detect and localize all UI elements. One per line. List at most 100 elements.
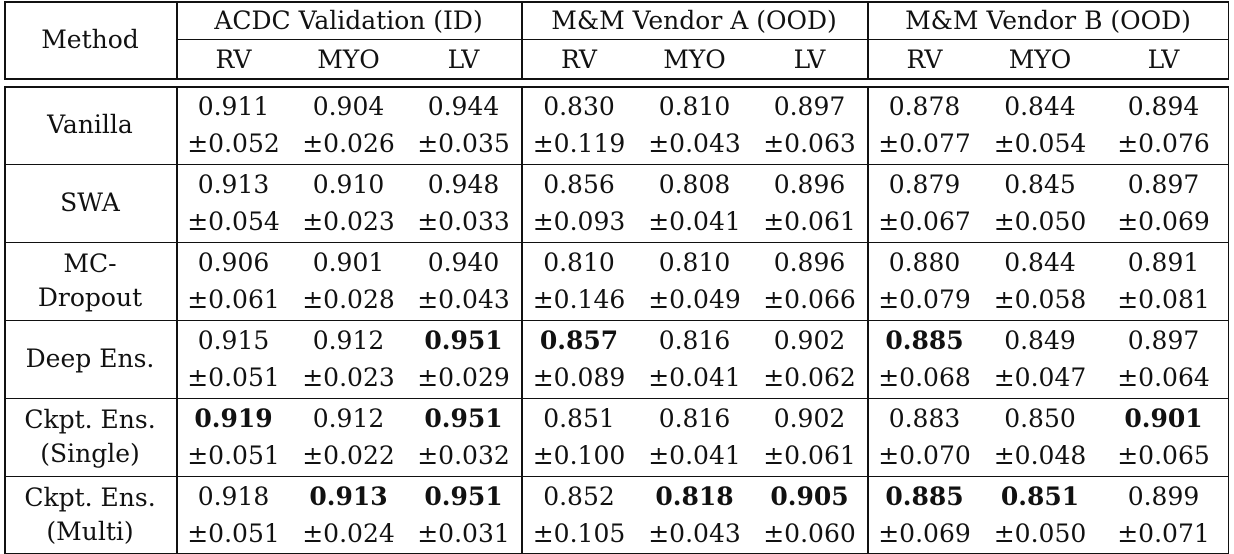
method-header: Method [41,25,139,54]
score-mean: 0.810 [543,248,615,277]
method-name: Ckpt. Ens. (Single) [4,398,176,476]
score-std: ±0.077 [878,129,971,158]
score-mean: 0.885 [885,482,964,511]
score-mean: 0.944 [427,92,500,121]
score-std: ±0.081 [1117,285,1210,314]
score-mean: 0.897 [1127,170,1200,199]
score-mean: 0.940 [427,248,500,277]
score-std: ±0.041 [648,441,741,470]
rule-vertical [521,86,523,554]
score-mean: 0.844 [1004,248,1076,277]
rule-bottom [4,552,1229,554]
score-std: ±0.050 [993,207,1087,236]
column-header: RV [215,44,252,74]
rule-vertical [1227,1,1229,78]
score-mean: 0.912 [312,404,385,433]
method-name-line: MC- [63,248,117,278]
score-std: ±0.061 [763,207,856,236]
group-header: ACDC Validation (ID) [214,5,483,35]
score-mean: 0.915 [197,326,270,355]
score-mean: 0.951 [424,404,503,433]
score-std: ±0.035 [417,129,510,158]
score-mean: 0.850 [1004,404,1076,433]
score-std: ±0.089 [532,363,626,392]
rule-vertical [1227,86,1229,554]
score-mean: 0.816 [658,326,731,355]
score-mean: 0.880 [888,248,961,277]
score-std: ±0.032 [417,441,510,470]
score-std: ±0.067 [878,207,971,236]
method-name: Ckpt. Ens. (Multi) [4,476,176,554]
score-mean: 0.951 [424,326,503,355]
score-std: ±0.060 [763,519,856,548]
score-mean: 0.904 [312,92,385,121]
score-mean: 0.897 [1127,326,1200,355]
score-std: ±0.022 [302,441,395,470]
score-mean: 0.912 [312,326,385,355]
score-std: ±0.041 [648,207,741,236]
rule-vertical [4,86,6,554]
rule-row-separator [4,476,1229,478]
score-std: ±0.043 [648,129,741,158]
score-std: ±0.061 [763,441,856,470]
rule-row-separator [4,398,1229,400]
score-mean: 0.808 [658,170,731,199]
method-name: Vanilla [4,86,176,164]
score-std: ±0.041 [648,363,741,392]
score-mean: 0.852 [543,482,615,511]
score-mean: 0.810 [658,92,731,121]
score-mean: 0.948 [427,170,500,199]
score-std: ±0.100 [532,441,626,470]
column-header: MYO [663,44,726,74]
rule-vertical [176,1,178,78]
score-std: ±0.051 [187,519,280,548]
column-header: RV [561,44,597,74]
method-name-line: Deep Ens. [25,343,155,373]
score-mean: 0.896 [773,170,846,199]
score-mean: 0.906 [197,248,270,277]
column-header: LV [1147,44,1180,74]
score-mean: 0.897 [773,92,846,121]
score-std: ±0.023 [302,363,395,392]
score-std: ±0.068 [878,363,971,392]
score-std: ±0.051 [187,441,280,470]
score-mean: 0.885 [885,326,964,355]
score-std: ±0.069 [878,519,971,548]
score-mean: 0.913 [197,170,270,199]
method-name: Deep Ens. [4,320,176,398]
score-mean: 0.878 [888,92,961,121]
score-std: ±0.071 [1117,519,1210,548]
method-name: SWA [4,164,176,242]
score-mean: 0.845 [1004,170,1076,199]
score-mean: 0.879 [888,170,961,199]
score-std: ±0.070 [878,441,971,470]
score-mean: 0.901 [1124,404,1203,433]
score-mean: 0.913 [309,482,388,511]
score-std: ±0.050 [993,519,1087,548]
column-header: LV [447,44,480,74]
score-std: ±0.048 [993,441,1087,470]
score-std: ±0.029 [417,363,510,392]
score-std: ±0.043 [648,519,741,548]
score-std: ±0.119 [532,129,626,158]
rule-vertical [867,1,869,78]
score-std: ±0.054 [993,129,1087,158]
method-name-line: Ckpt. Ens. [24,482,156,512]
score-std: ±0.093 [532,207,626,236]
score-std: ±0.023 [302,207,395,236]
score-std: ±0.062 [763,363,856,392]
score-std: ±0.047 [993,363,1087,392]
score-mean: 0.891 [1127,248,1200,277]
rule-group-underline [867,39,1229,41]
score-std: ±0.026 [302,129,395,158]
method-name-line: (Single) [40,439,140,468]
score-mean: 0.902 [773,404,846,433]
score-mean: 0.818 [655,482,734,511]
group-header: M&M Vendor B (OOD) [905,5,1191,35]
score-mean: 0.851 [1000,482,1080,511]
score-mean: 0.830 [543,92,615,121]
score-mean: 0.902 [773,326,846,355]
group-header: M&M Vendor A (OOD) [551,5,837,35]
score-mean: 0.883 [888,404,961,433]
score-std: ±0.061 [187,285,280,314]
